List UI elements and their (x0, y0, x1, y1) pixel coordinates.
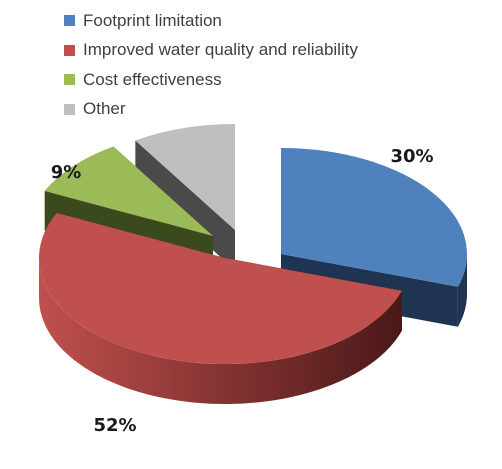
legend-label-footprint: Footprint limitation (83, 10, 222, 30)
legend-label-other: Other (83, 99, 126, 119)
legend-item-cost: Cost effectiveness (64, 65, 358, 95)
pie-plot-area (38, 124, 467, 404)
pie-top-other (135, 124, 235, 230)
pie-rim-footprint (457, 254, 467, 327)
legend-swatch-footprint (64, 15, 75, 27)
pie-slice-water-quality (38, 212, 402, 404)
legend-swatch-water-quality (64, 44, 75, 56)
legend-item-other: Other (64, 95, 358, 125)
chart-legend: Footprint limitation Improved water qual… (64, 6, 358, 124)
legend-item-water-quality: Improved water quality and reliability (64, 36, 358, 66)
legend-swatch-other (64, 103, 75, 115)
legend-item-footprint: Footprint limitation (64, 6, 358, 36)
legend-label-water-quality: Improved water quality and reliability (83, 40, 358, 60)
data-label-footprint: 30% (390, 146, 433, 167)
legend-label-cost: Cost effectiveness (83, 69, 222, 89)
pie-top-footprint (281, 148, 467, 287)
legend-swatch-cost (64, 74, 75, 86)
data-label-water-quality: 52% (93, 415, 136, 436)
pie-rim-water-quality (39, 258, 402, 404)
pie-top-cost (44, 146, 214, 236)
pie-top-water-quality (38, 212, 402, 364)
data-label-cost: 9% (51, 162, 82, 183)
